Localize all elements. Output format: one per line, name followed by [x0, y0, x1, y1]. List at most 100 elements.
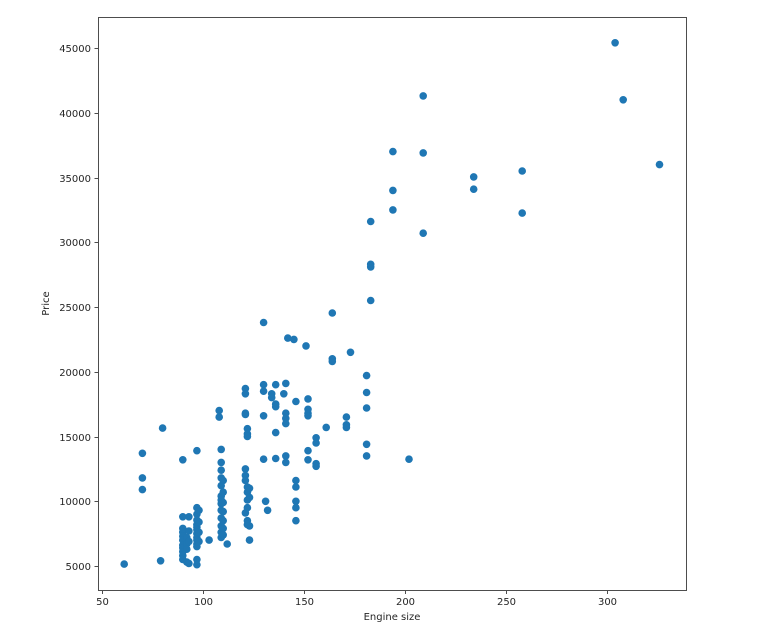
data-point [219, 516, 227, 525]
data-point [217, 466, 225, 475]
plot-frame [98, 17, 687, 591]
data-point [179, 456, 187, 464]
data-point [179, 513, 187, 521]
data-point [302, 342, 310, 350]
data-point [219, 531, 227, 539]
data-point [261, 497, 270, 506]
data-point [366, 296, 375, 305]
data-point [342, 423, 351, 432]
data-point [195, 537, 203, 546]
data-point [193, 555, 201, 564]
data-point [241, 390, 250, 398]
data-point [205, 536, 213, 544]
data-point [215, 413, 223, 421]
y-tick-label: 45000 [59, 44, 91, 55]
data-point [241, 410, 250, 419]
y-tick-label: 20000 [59, 368, 91, 379]
data-point [312, 439, 320, 447]
data-point [241, 465, 250, 473]
data-point [215, 406, 223, 415]
data-point [328, 309, 337, 317]
data-point [366, 263, 375, 271]
data-point [282, 452, 290, 460]
data-point [292, 476, 300, 485]
data-point [290, 335, 298, 344]
data-point [469, 185, 478, 193]
x-tick-label: 250 [497, 597, 516, 608]
data-point [259, 455, 268, 464]
data-point [259, 387, 268, 396]
data-point [362, 440, 371, 449]
data-point [243, 424, 252, 433]
data-point [245, 522, 254, 530]
data-point [271, 454, 280, 463]
y-tick-label: 25000 [59, 303, 91, 314]
data-point [245, 484, 254, 493]
data-point [185, 513, 193, 521]
y-tick-label: 5000 [66, 562, 91, 573]
data-point [120, 560, 128, 568]
data-point [245, 536, 254, 544]
data-point [219, 488, 227, 497]
data-point [193, 560, 201, 569]
data-point [193, 446, 201, 455]
data-point [217, 445, 225, 454]
data-point [156, 557, 165, 565]
data-point [282, 379, 290, 388]
data-point [138, 485, 147, 494]
data-point [185, 527, 193, 535]
data-point [292, 516, 300, 525]
data-point [419, 229, 428, 237]
data-point [292, 503, 300, 512]
data-points [120, 39, 664, 569]
data-point [362, 388, 371, 397]
data-point [259, 380, 268, 389]
data-point [282, 419, 290, 428]
data-point [241, 384, 250, 393]
data-point [185, 559, 193, 568]
y-axis-ticks: 5000 10000 15000 20000 25000 30000 35000 40000 4… [59, 44, 99, 573]
y-tick-label: 15000 [59, 433, 91, 444]
data-point [271, 402, 280, 411]
data-point [328, 357, 337, 366]
data-point [469, 173, 478, 181]
data-point [138, 474, 147, 482]
data-point [243, 503, 252, 512]
data-point [312, 462, 320, 471]
data-point [267, 393, 276, 402]
data-point [158, 424, 167, 432]
x-axis-ticks: 50 100 150 200 250 300 [96, 590, 617, 608]
data-point [282, 409, 290, 418]
data-point [292, 497, 300, 506]
data-point [518, 209, 526, 217]
data-point [219, 498, 227, 507]
data-point [185, 537, 193, 546]
data-point [280, 390, 288, 398]
data-point [389, 186, 397, 195]
data-point [366, 217, 375, 226]
data-point [217, 458, 225, 467]
data-point [304, 446, 312, 455]
data-point [259, 318, 268, 327]
data-point [195, 506, 203, 515]
data-point [219, 507, 227, 516]
data-point [611, 39, 619, 47]
data-point [195, 528, 203, 537]
x-tick-label: 300 [598, 597, 617, 608]
data-point [138, 449, 147, 458]
data-point [282, 414, 290, 423]
data-point [263, 506, 272, 515]
data-point [389, 206, 397, 214]
data-point [271, 380, 280, 389]
x-axis-label: Engine size [364, 612, 421, 623]
y-axis-label: Price [41, 291, 52, 315]
data-point [259, 412, 268, 420]
data-point [282, 458, 290, 467]
x-tick-label: 50 [96, 597, 109, 608]
data-point [219, 524, 227, 533]
data-point [346, 348, 355, 357]
y-tick-label: 35000 [59, 174, 91, 185]
y-tick-label: 10000 [59, 497, 91, 508]
data-point [405, 455, 413, 464]
